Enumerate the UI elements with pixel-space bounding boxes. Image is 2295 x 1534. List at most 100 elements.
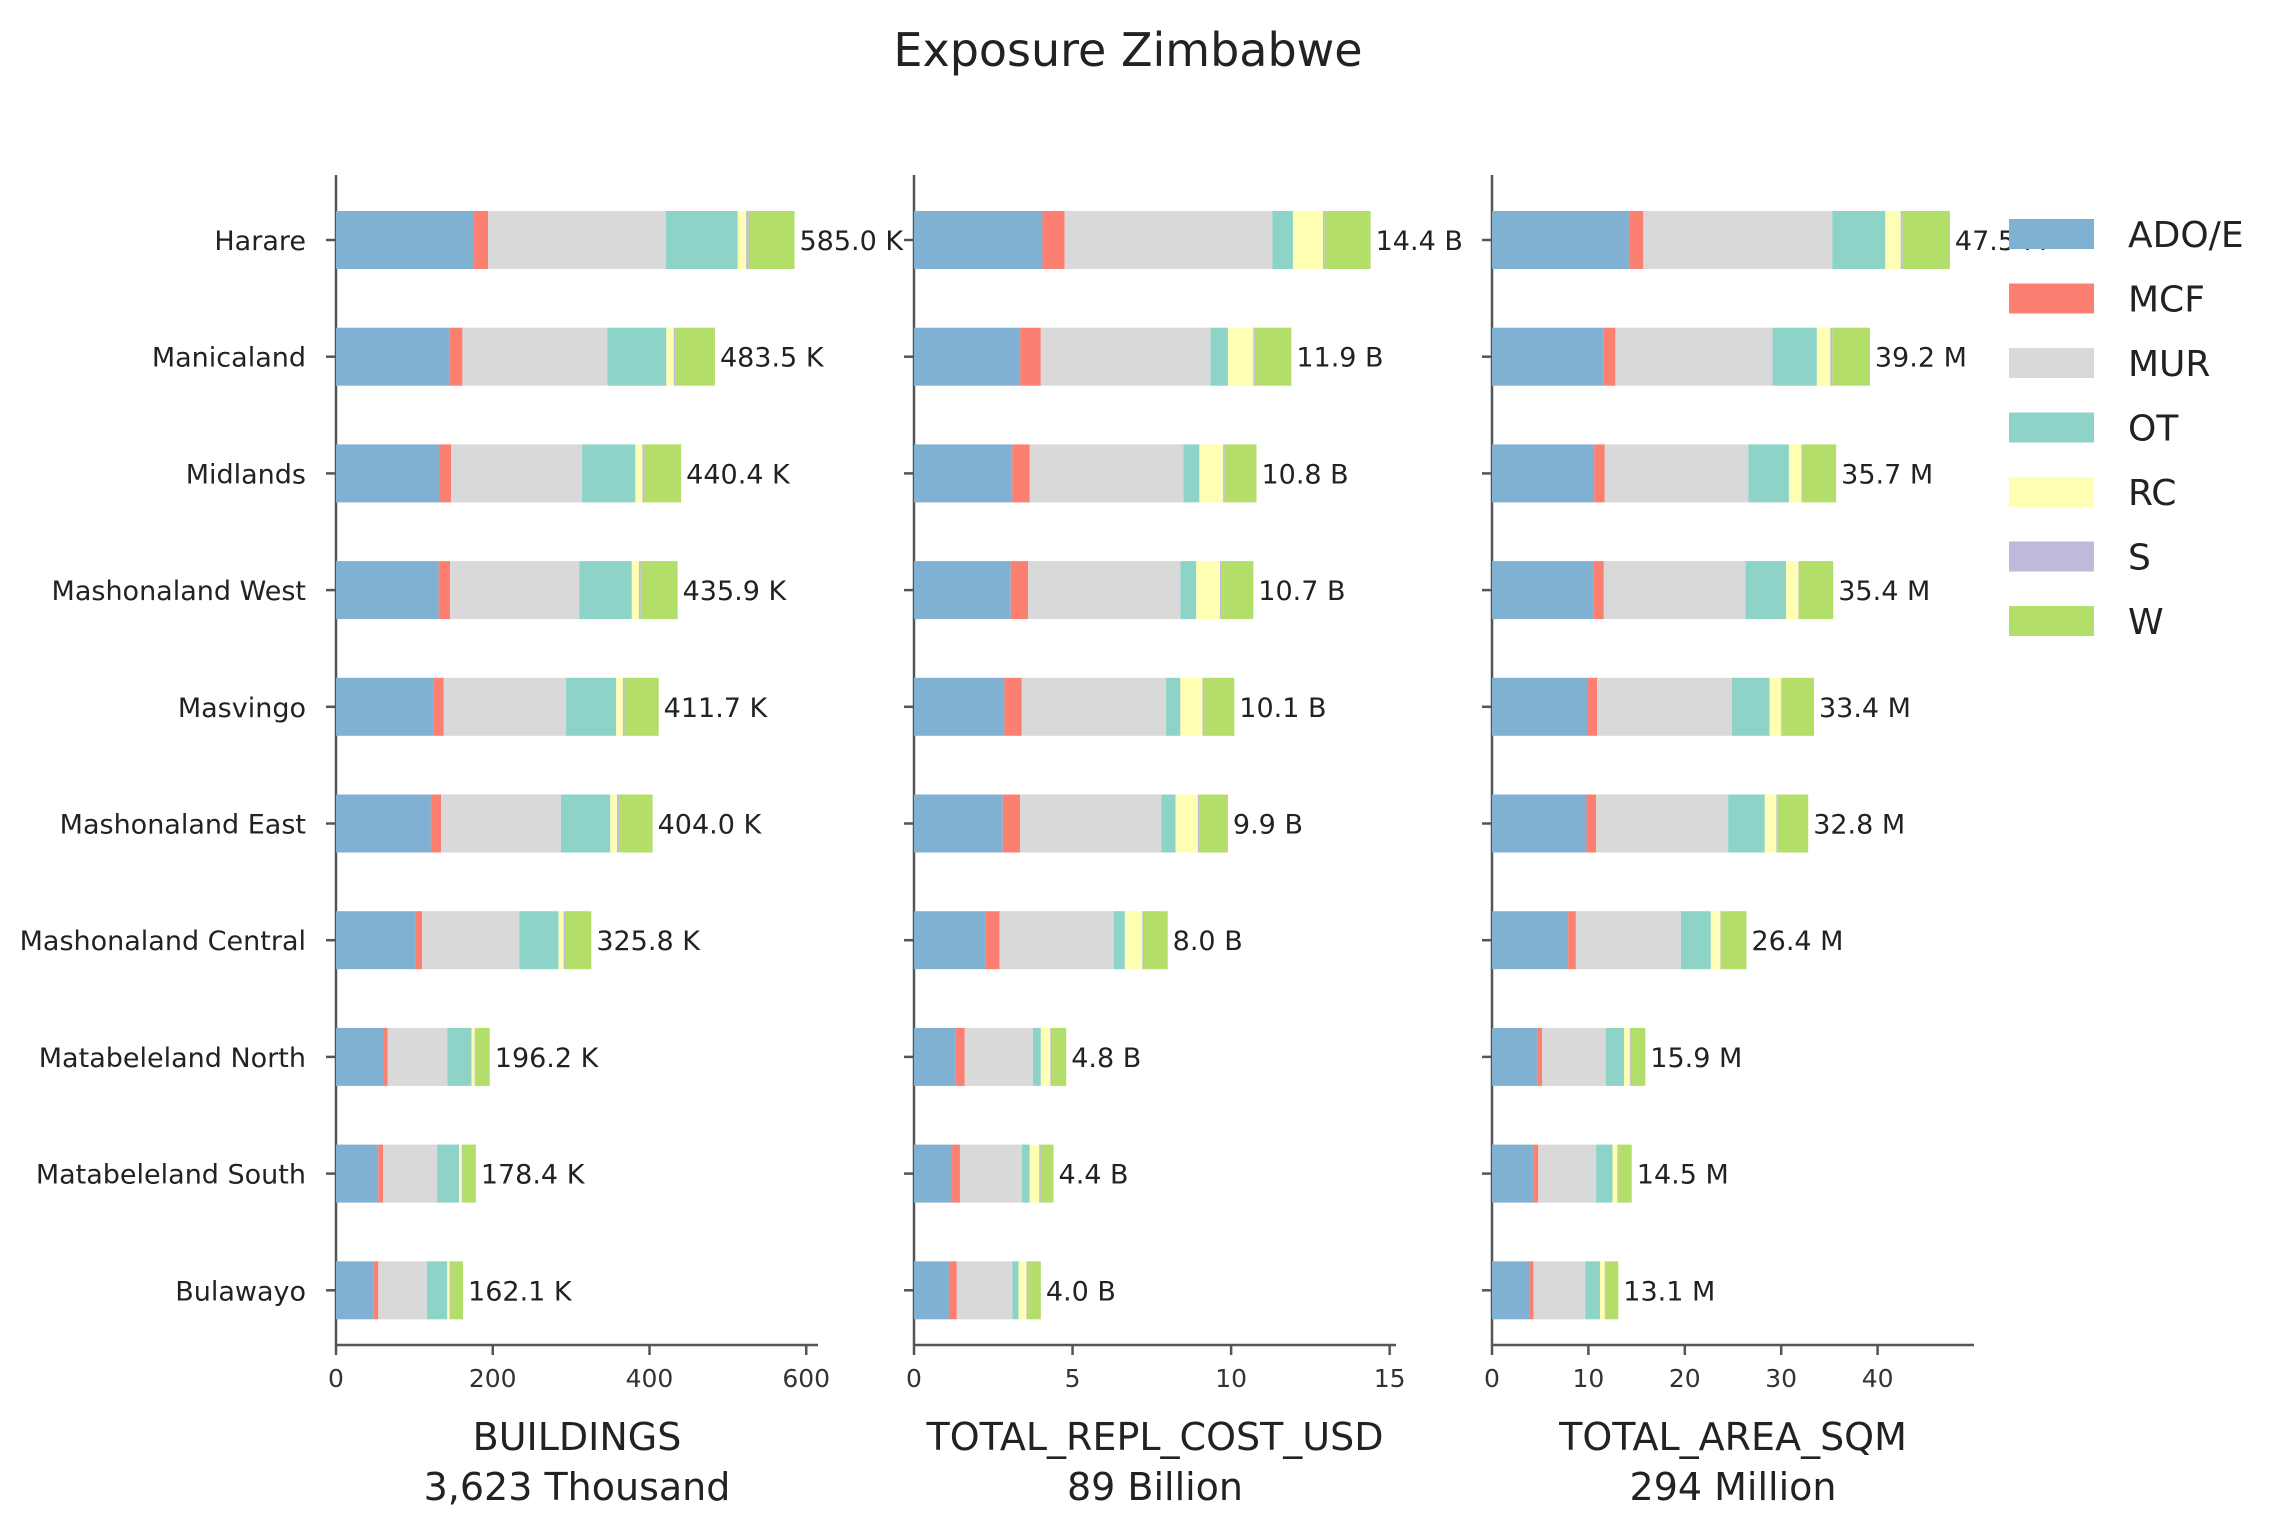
bar-segment-s (622, 677, 625, 736)
bar-segment-ot (566, 677, 617, 736)
bar-segment-s (461, 1144, 463, 1203)
bar-segment-rc (1769, 677, 1782, 736)
bar-segment-rc (737, 211, 747, 269)
bar-segment-ot (519, 911, 559, 970)
x-axis-sublabel: 294 Million (1630, 1465, 1837, 1509)
bar-segment-s (673, 327, 676, 386)
bar-segment-rc (1816, 327, 1831, 386)
bar-segment-s (1604, 1261, 1606, 1320)
bar-segment-rc (1040, 1027, 1051, 1086)
bar-segment-mcf (952, 1144, 960, 1203)
bar-segment-mcf (985, 911, 1000, 970)
bar-segment-mur (488, 211, 666, 269)
bar-segment-ado-e (1492, 444, 1595, 503)
bar-segment-ado-e (336, 1027, 384, 1086)
total-label: 483.5 K (720, 343, 825, 374)
bar-segment-ado-e (914, 1027, 956, 1086)
total-label: 585.0 K (799, 226, 904, 257)
bar-segment-mur (378, 1261, 427, 1320)
legend-swatch (2009, 541, 2094, 572)
bar-segment-mur (387, 1027, 448, 1086)
legend-item: RC (2009, 473, 2176, 514)
total-label: 178.4 K (481, 1160, 586, 1191)
bar-segment-rc (1885, 211, 1901, 269)
bar-segment-s (746, 211, 749, 269)
bar-segment-mur (964, 1027, 1033, 1086)
bar-segment-mur (1575, 911, 1681, 970)
bar-segment-rc (1788, 444, 1802, 503)
bar-segment-mur (1538, 1144, 1597, 1203)
bar-segment-mur (422, 911, 520, 970)
bar-segment-ot (1585, 1261, 1600, 1320)
bar-segment-mur (1542, 1027, 1606, 1086)
bar-segment-rc (1196, 561, 1221, 620)
bar-segment-mur (1040, 327, 1211, 386)
bar-segment-mcf (1004, 677, 1022, 736)
bar-segment-mur (1064, 211, 1273, 269)
bar-segment-mcf (1628, 211, 1644, 269)
bar-segment-mur (462, 327, 608, 386)
bar-segment-rc (1124, 911, 1143, 970)
legend-label: S (2128, 538, 2151, 579)
legend-label: RC (2128, 473, 2176, 514)
x-tick-label: 20 (1669, 1364, 1701, 1393)
total-label: 325.8 K (596, 926, 701, 957)
bar-segment-mcf (439, 444, 452, 503)
bar-segment-s (1776, 794, 1778, 853)
bar-segment-rc (1029, 1144, 1040, 1203)
legend-label: MCF (2128, 280, 2205, 321)
x-axis-sublabel: 3,623 Thousand (424, 1465, 731, 1509)
legend-item: S (2009, 538, 2151, 579)
x-tick-label: 40 (1862, 1364, 1894, 1393)
bar-segment-mcf (948, 1261, 957, 1320)
category-label: Mashonaland East (60, 810, 306, 841)
bar-segment-mur (450, 561, 580, 620)
bar-segment-ado-e (914, 1144, 953, 1203)
x-axis-sublabel: 89 Billion (1067, 1465, 1243, 1509)
x-tick-label: 10 (1572, 1364, 1604, 1393)
total-label: 4.4 B (1059, 1160, 1129, 1191)
bar-segment-mcf (1002, 794, 1021, 853)
bar-segment-ado-e (914, 1261, 949, 1320)
bar-segment-rc (666, 327, 674, 386)
x-axis-label: BUILDINGS (473, 1415, 682, 1459)
bar-segment-s (474, 1027, 476, 1086)
bar-segment-w (624, 677, 659, 736)
bar-segment-ado-e (336, 1144, 379, 1203)
bar-segment-mur (1533, 1261, 1586, 1320)
total-label: 13.1 M (1623, 1276, 1715, 1307)
total-label: 15.9 M (1650, 1043, 1742, 1074)
total-label: 404.0 K (658, 810, 763, 841)
bar-segment-mcf (1603, 327, 1616, 386)
bar-segment-s (449, 1261, 451, 1320)
bar-segment-ado-e (336, 211, 475, 269)
bar-segment-s (1629, 1027, 1631, 1086)
bar-segment-w (748, 211, 795, 269)
bar-segment-w (644, 444, 682, 503)
bar-segment-ot (1012, 1261, 1019, 1320)
bar-segment-mur (1021, 677, 1167, 736)
bar-segment-mcf (1020, 327, 1041, 386)
bar-segment-ot (560, 794, 611, 853)
bar-segment-w (1040, 1144, 1054, 1203)
bar-segment-ado-e (336, 794, 431, 853)
total-label: 33.4 M (1819, 693, 1911, 724)
bar-segment-ado-e (1492, 561, 1594, 620)
bar-segment-ado-e (336, 327, 450, 386)
legend-label: MUR (2128, 344, 2210, 385)
bar-segment-rc (1764, 794, 1777, 853)
bar-segment-mcf (449, 327, 463, 386)
bar-segment-w (1028, 1261, 1041, 1320)
bar-segment-rc (1199, 444, 1224, 503)
bar-segment-mcf (1593, 561, 1604, 620)
bar-segment-ot (447, 1027, 472, 1086)
bar-segment-w (640, 561, 678, 620)
bar-segment-w (1630, 1027, 1646, 1086)
total-label: 35.4 M (1838, 576, 1930, 607)
bar-segment-mur (999, 911, 1114, 970)
bar-segment-rc (1227, 327, 1254, 386)
legend-swatch (2009, 348, 2094, 378)
bar-segment-ado-e (1492, 794, 1587, 853)
